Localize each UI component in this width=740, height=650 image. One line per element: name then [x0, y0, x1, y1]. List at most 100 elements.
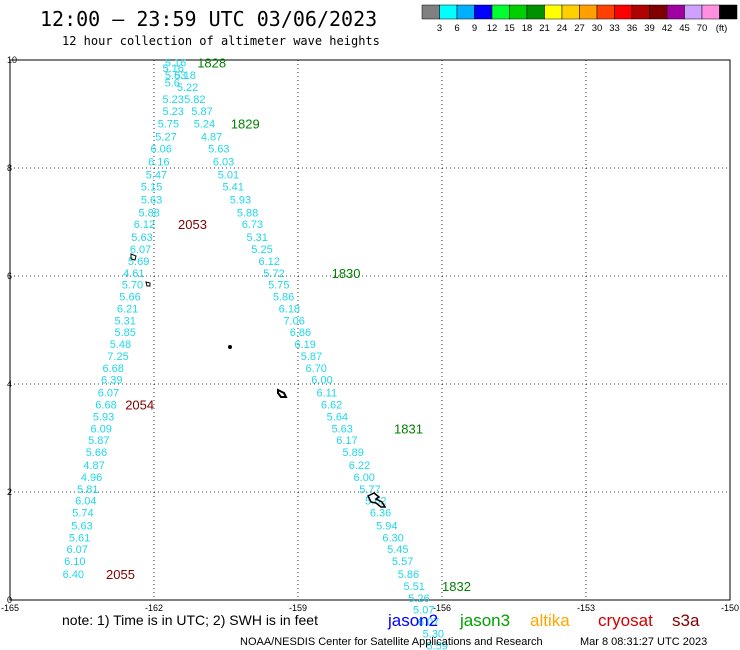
- wave-height-point: 6.06: [150, 144, 171, 156]
- wave-height-point: 5.81: [77, 484, 98, 496]
- legend-swatch: [719, 4, 738, 20]
- footer-timestamp: Mar 8 08:31:27 UTC 2023: [580, 636, 707, 648]
- legend-swatch: [439, 4, 458, 20]
- x-tick-label: -165: [1, 603, 19, 613]
- wave-height-point: 4.96: [81, 472, 102, 484]
- wave-height-point: 5.94: [376, 520, 397, 532]
- wave-height-point: 6.16: [148, 157, 169, 169]
- y-tick-label: 10: [7, 55, 17, 65]
- wave-height-point: 6.10: [64, 556, 85, 568]
- wave-height-point: 5.72: [263, 268, 284, 280]
- satellite-legend: jason2 jason3 altika cryosat s3a: [387, 611, 700, 630]
- x-tick-label: -162: [145, 603, 163, 613]
- x-tick-label: -153: [577, 603, 595, 613]
- wave-height-point: 5.48: [110, 339, 131, 351]
- satellite-name: jason3: [459, 611, 510, 630]
- wave-height-point: 6.22: [349, 460, 370, 472]
- legend-label: 42: [662, 23, 673, 34]
- legend-swatch: [561, 4, 580, 20]
- wave-height-point: 5.23: [162, 94, 183, 106]
- wave-height-point: 5.70: [122, 280, 143, 292]
- wave-height-point: 4.87: [201, 132, 222, 144]
- legend-label: 24: [557, 23, 568, 34]
- wave-height-point: 6.17: [336, 435, 357, 447]
- footer-credit: NOAA/NESDIS Center for Satellite Applica…: [240, 636, 543, 648]
- y-tick-label: 4: [7, 379, 12, 389]
- axis-ticks: -165 -162 -159 -156 -153 -150 0 2 4 6 8 10: [1, 55, 739, 613]
- wave-height-point: 5.86: [398, 569, 419, 581]
- wave-height-point: 5.45: [387, 544, 408, 556]
- time-label: 1830: [332, 266, 361, 281]
- wave-height-point: 5.88: [237, 207, 258, 219]
- satellite-name: jason2: [387, 611, 438, 630]
- wave-height-point: 5.75: [158, 119, 179, 131]
- wave-height-point: 5.74: [72, 508, 93, 520]
- wave-height-point: 5.25: [251, 244, 272, 256]
- wave-height-point: 7.06: [283, 315, 304, 327]
- wave-height-point: 5.62: [365, 496, 386, 508]
- island-outline: [366, 492, 387, 508]
- wave-height-point: 5.63: [71, 520, 92, 532]
- wave-height-point: 4.61: [123, 268, 144, 280]
- wave-height-point: 6.86: [290, 327, 311, 339]
- legend-swatch: [526, 4, 545, 20]
- wave-height-point: 5.30: [423, 628, 444, 640]
- wave-height-point: 5.63: [141, 194, 162, 206]
- island-dot: [228, 345, 232, 349]
- wave-height-point: 6.70: [306, 363, 327, 375]
- grid-lines: [10, 60, 730, 600]
- wave-height-point: 5.87: [191, 106, 212, 118]
- wave-height-point: 5.26: [408, 593, 429, 605]
- wave-height-point: 6.07: [418, 617, 439, 629]
- wave-height-point: 5.24: [194, 119, 215, 131]
- legend-swatch: [684, 4, 703, 20]
- island-outline: [277, 388, 288, 398]
- wave-height-point: 5.57: [392, 556, 413, 568]
- wave-height-point: 6.73: [242, 219, 263, 231]
- wave-height-point: 5.88: [138, 207, 159, 219]
- legend-swatch: [491, 4, 510, 20]
- legend-swatch: [456, 4, 475, 20]
- legend-swatch: [544, 4, 563, 20]
- time-label: 2054: [125, 398, 154, 413]
- wave-height-point: 4.87: [83, 460, 104, 472]
- wave-height-point: 6.07: [130, 244, 151, 256]
- y-tick-label: 6: [7, 271, 12, 281]
- satellite-name: cryosat: [598, 611, 653, 630]
- wave-height-point: 5.31: [246, 232, 267, 244]
- legend-swatch: [474, 4, 493, 20]
- legend-label: 6: [454, 23, 459, 34]
- wave-height-point: 6.09: [90, 423, 111, 435]
- legend-label: 27: [574, 23, 585, 34]
- island-outline: [145, 281, 151, 287]
- legend-swatch: [631, 4, 650, 20]
- land-features: [130, 253, 387, 508]
- color-legend: 3 6 9 12 15 18 21 24 27 30 33 36 39 42 45 70 (ft): [421, 4, 738, 34]
- wave-height-point: 6.11: [317, 388, 338, 400]
- wave-height-point: 5.82: [184, 94, 205, 106]
- wave-height-point: 6.40: [63, 569, 84, 581]
- wave-height-point: 7.25: [107, 351, 128, 363]
- wave-height-point: 5.22: [177, 82, 198, 94]
- wave-height-point: 6.00: [311, 375, 332, 387]
- wave-height-point: 5.18: [174, 70, 195, 82]
- wave-height-point: 6.68: [95, 400, 116, 412]
- time-label: 2055: [106, 567, 135, 582]
- wave-height-point: 5.75: [268, 280, 289, 292]
- wave-height-point: 5.87: [301, 351, 322, 363]
- wave-height-point: 6.36: [370, 508, 391, 520]
- wave-height-point: 5.93: [93, 411, 114, 423]
- wave-height-point: 6.12: [134, 219, 155, 231]
- wave-height-point: 5.63: [208, 144, 229, 156]
- legend-swatch: [596, 4, 615, 20]
- legend-label: 18: [522, 23, 533, 34]
- x-tick-label: -159: [289, 603, 307, 613]
- wave-height-point: 5.89: [342, 447, 363, 459]
- wave-height-point: 5.63: [165, 70, 186, 82]
- legend-swatch: [701, 4, 720, 20]
- x-tick-label: -156: [433, 603, 451, 613]
- legend-swatch: [666, 4, 685, 20]
- legend-swatch: [649, 4, 668, 20]
- wave-height-point: 5.64: [327, 411, 348, 423]
- chart-subtitle: 12 hour collection of altimeter wave hei…: [62, 34, 380, 48]
